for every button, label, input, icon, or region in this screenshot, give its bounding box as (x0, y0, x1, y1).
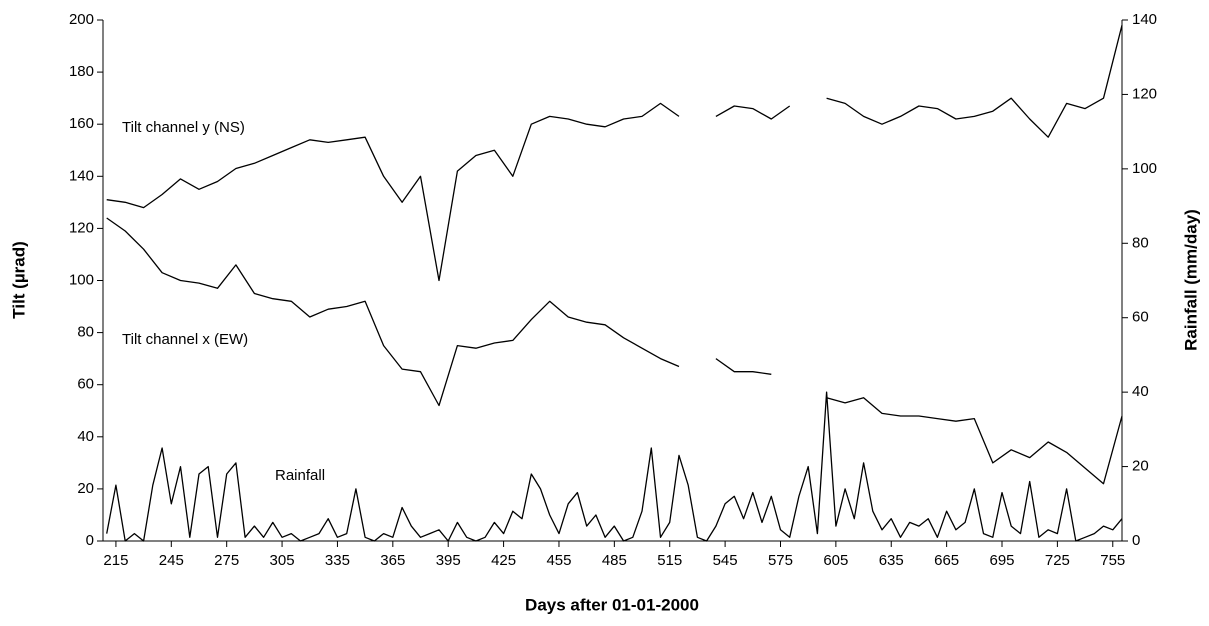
x-tick-label: 305 (270, 552, 295, 569)
x-tick-label: 275 (214, 552, 239, 569)
x-tick-label: 755 (1100, 552, 1125, 569)
x-tick-label: 335 (325, 552, 350, 569)
annotation: Tilt channel y (NS) (122, 119, 245, 136)
x-axis-label: Days after 01-01-2000 (525, 595, 699, 614)
x-tick-label: 365 (380, 552, 405, 569)
y2-tick-label: 40 (1132, 383, 1149, 400)
series-line (106, 25, 1123, 282)
y-tick-label: 0 (86, 532, 94, 549)
x-tick-label: 485 (602, 552, 627, 569)
x-tick-label: 665 (934, 552, 959, 569)
annotation: Tilt channel x (EW) (122, 331, 248, 348)
series-line (106, 217, 1123, 485)
x-tick-label: 425 (491, 552, 516, 569)
x-tick-label: 455 (546, 552, 571, 569)
x-tick-label: 395 (436, 552, 461, 569)
y2-tick-label: 120 (1132, 85, 1157, 102)
y2-tick-label: 60 (1132, 309, 1149, 326)
y-tick-label: 40 (77, 428, 94, 445)
y-tick-label: 80 (77, 324, 94, 341)
y2-tick-label: 140 (1132, 11, 1157, 28)
x-tick-label: 635 (879, 552, 904, 569)
y-tick-label: 100 (69, 271, 94, 288)
annotation: Rainfall (275, 467, 325, 484)
x-tick-label: 245 (159, 552, 184, 569)
y2-axis-label: Rainfall (mm/day) (1181, 209, 1200, 351)
x-tick-label: 695 (989, 552, 1014, 569)
y-tick-label: 60 (77, 376, 94, 393)
y-tick-label: 160 (69, 115, 94, 132)
series-line (106, 391, 1123, 542)
y2-tick-label: 80 (1132, 234, 1149, 251)
y-axis-label: Tilt (µrad) (9, 241, 28, 318)
x-tick-label: 215 (103, 552, 128, 569)
y-tick-label: 200 (69, 11, 94, 28)
y-tick-label: 20 (77, 480, 94, 497)
y-tick-label: 140 (69, 167, 94, 184)
y-tick-label: 120 (69, 219, 94, 236)
x-tick-label: 605 (823, 552, 848, 569)
y2-tick-label: 0 (1132, 532, 1140, 549)
y-tick-label: 180 (69, 63, 94, 80)
x-tick-label: 545 (713, 552, 738, 569)
y2-tick-label: 100 (1132, 160, 1157, 177)
y2-tick-label: 20 (1132, 458, 1149, 475)
x-tick-label: 725 (1045, 552, 1070, 569)
x-tick-label: 575 (768, 552, 793, 569)
x-tick-label: 515 (657, 552, 682, 569)
